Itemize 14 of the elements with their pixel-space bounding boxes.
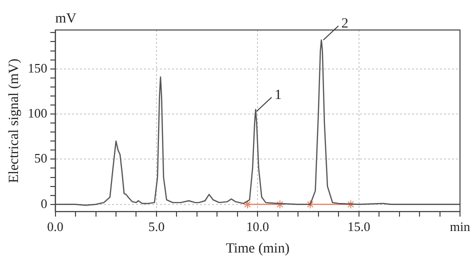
x-tick-label: 5.0: [148, 218, 165, 234]
x-axis-title: Time (min): [226, 241, 290, 256]
y-axis-title: Electrical signal (mV): [7, 58, 22, 184]
y-tick-label: 100: [28, 105, 48, 120]
y-tick-label: 50: [34, 150, 48, 166]
x-tick-label: 15.0: [347, 218, 370, 234]
y-tick-label: 0: [40, 196, 48, 211]
x-tick-label: 10.0: [246, 218, 270, 234]
x-tick-label: min: [450, 218, 471, 234]
x-tick-label: 0.0: [47, 218, 64, 234]
y-tick-label: 150: [28, 60, 48, 76]
annotation: 1: [274, 88, 282, 103]
annotation: 2: [341, 16, 348, 32]
text: mV: [55, 12, 76, 27]
